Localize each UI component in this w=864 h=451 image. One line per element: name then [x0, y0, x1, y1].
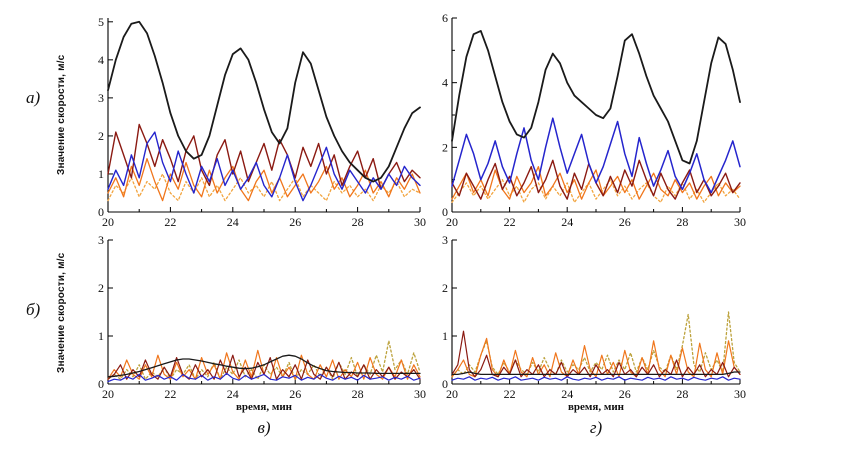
panel-label-a: а): [26, 88, 41, 107]
svg-text:30: 30: [734, 387, 746, 401]
y-axis-label-bottom: Значение скорости, м/с: [56, 252, 67, 373]
svg-text:26: 26: [289, 215, 301, 229]
svg-text:24: 24: [561, 215, 573, 229]
svg-text:30: 30: [414, 387, 426, 401]
x-axis-label-left: время, мин: [235, 401, 293, 413]
svg-text:3: 3: [98, 91, 104, 105]
svg-text:0: 0: [442, 205, 448, 219]
x-axis-label-right: время, мин: [567, 401, 625, 413]
panel-label-g: г): [589, 418, 603, 437]
svg-text:4: 4: [98, 53, 104, 67]
svg-text:30: 30: [734, 215, 746, 229]
svg-text:24: 24: [227, 215, 239, 229]
svg-text:24: 24: [561, 387, 573, 401]
panel-label-b: б): [26, 300, 41, 319]
svg-text:2: 2: [442, 281, 448, 295]
svg-text:6: 6: [442, 11, 448, 25]
svg-text:30: 30: [414, 215, 426, 229]
svg-text:2: 2: [98, 281, 104, 295]
svg-text:0: 0: [442, 377, 448, 391]
svg-text:26: 26: [619, 387, 631, 401]
chart-bottom-left: 20 22 24 26 28 30 0 1 2 3: [98, 233, 426, 401]
y-axis-label-top: Значение скорости, м/с: [56, 54, 67, 176]
svg-text:5: 5: [98, 15, 104, 29]
svg-text:26: 26: [289, 387, 301, 401]
svg-text:20: 20: [102, 215, 114, 229]
svg-text:28: 28: [676, 215, 688, 229]
svg-text:1: 1: [98, 329, 104, 343]
svg-text:28: 28: [352, 387, 364, 401]
svg-text:22: 22: [164, 387, 176, 401]
svg-text:3: 3: [98, 233, 104, 247]
svg-text:20: 20: [446, 215, 458, 229]
svg-text:2: 2: [98, 129, 104, 143]
svg-text:2: 2: [442, 140, 448, 154]
svg-text:28: 28: [676, 387, 688, 401]
svg-text:3: 3: [442, 233, 448, 247]
svg-text:0: 0: [98, 377, 104, 391]
svg-text:0: 0: [98, 205, 104, 219]
chart-bottom-right: 20 22 24 26 28 30 0 1 2 3: [442, 233, 746, 401]
svg-text:1: 1: [442, 329, 448, 343]
svg-text:20: 20: [102, 387, 114, 401]
svg-text:20: 20: [446, 387, 458, 401]
chart-top-left: 20 22 24 26 28 30 0 1 2 3 4 5: [98, 15, 426, 229]
svg-text:22: 22: [504, 387, 516, 401]
panel-label-v: в): [257, 418, 271, 437]
svg-text:22: 22: [164, 215, 176, 229]
svg-text:4: 4: [442, 76, 448, 90]
svg-text:28: 28: [352, 215, 364, 229]
svg-text:26: 26: [619, 215, 631, 229]
svg-text:22: 22: [504, 215, 516, 229]
svg-text:1: 1: [98, 167, 104, 181]
svg-text:24: 24: [227, 387, 239, 401]
